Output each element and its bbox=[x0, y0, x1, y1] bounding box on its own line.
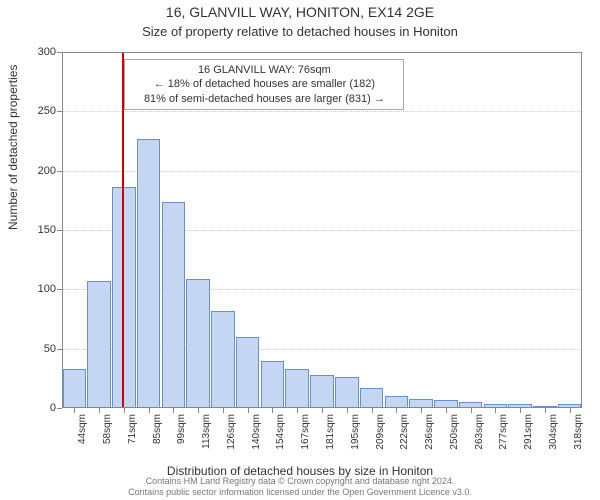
xtick-mark bbox=[223, 408, 224, 413]
xtick-mark bbox=[347, 408, 348, 413]
plot-area: 050100150200250300 44sqm58sqm71sqm85sqm9… bbox=[62, 52, 582, 408]
ytick-mark bbox=[57, 171, 62, 172]
chart-subtitle: Size of property relative to detached ho… bbox=[0, 24, 600, 39]
xtick-label: 181sqm bbox=[325, 414, 336, 450]
xtick-label: 291sqm bbox=[523, 414, 534, 450]
xtick-label: 318sqm bbox=[573, 414, 584, 450]
annotation-line3: 81% of semi-detached houses are larger (… bbox=[131, 92, 397, 106]
xtick-mark bbox=[124, 408, 125, 413]
xtick-label: 250sqm bbox=[449, 414, 460, 450]
footer-line1-label: Contains HM Land Registry data © Crown c… bbox=[0, 476, 600, 487]
xtick-mark bbox=[495, 408, 496, 413]
ytick-label: 200 bbox=[38, 165, 56, 177]
ytick-label: 250 bbox=[38, 105, 56, 117]
ytick-mark bbox=[57, 230, 62, 231]
xtick-mark bbox=[173, 408, 174, 413]
footer-line2-label: Contains public sector information licen… bbox=[0, 487, 600, 498]
xtick-label: 209sqm bbox=[375, 414, 386, 450]
xtick-label: 85sqm bbox=[152, 414, 163, 444]
xtick-mark bbox=[322, 408, 323, 413]
ytick-mark bbox=[57, 349, 62, 350]
xtick-label: 167sqm bbox=[300, 414, 311, 450]
xtick-mark bbox=[396, 408, 397, 413]
ytick-mark bbox=[57, 408, 62, 409]
xtick-mark bbox=[372, 408, 373, 413]
xtick-mark bbox=[74, 408, 75, 413]
xtick-mark bbox=[421, 408, 422, 413]
xtick-mark bbox=[520, 408, 521, 413]
xtick-mark bbox=[198, 408, 199, 413]
xtick-label: 304sqm bbox=[548, 414, 559, 450]
ytick-label: 0 bbox=[50, 402, 56, 414]
ytick-mark bbox=[57, 52, 62, 53]
chart-title: 16, GLANVILL WAY, HONITON, EX14 2GE bbox=[0, 4, 600, 20]
xtick-mark bbox=[272, 408, 273, 413]
ytick-mark bbox=[57, 289, 62, 290]
xtick-label: 58sqm bbox=[102, 414, 113, 444]
figure-footer: Contains HM Land Registry data © Crown c… bbox=[0, 476, 600, 498]
xtick-label: 236sqm bbox=[424, 414, 435, 450]
y-axis-label: Number of detached properties bbox=[6, 65, 20, 230]
ytick-label: 100 bbox=[38, 283, 56, 295]
annotation-line1: 16 GLANVILL WAY: 76sqm bbox=[131, 63, 397, 77]
xtick-label: 44sqm bbox=[77, 414, 88, 444]
xtick-label: 263sqm bbox=[474, 414, 485, 450]
xtick-mark bbox=[297, 408, 298, 413]
xtick-label: 277sqm bbox=[498, 414, 509, 450]
xtick-mark bbox=[248, 408, 249, 413]
xtick-mark bbox=[471, 408, 472, 413]
xtick-label: 126sqm bbox=[226, 414, 237, 450]
annotation-box: 16 GLANVILL WAY: 76sqm ← 18% of detached… bbox=[124, 59, 404, 110]
xtick-label: 71sqm bbox=[127, 414, 138, 444]
ytick-label: 50 bbox=[44, 343, 56, 355]
xtick-label: 99sqm bbox=[176, 414, 187, 444]
annotation-line2: ← 18% of detached houses are smaller (18… bbox=[131, 77, 397, 91]
xtick-label: 195sqm bbox=[350, 414, 361, 450]
xtick-label: 113sqm bbox=[201, 414, 212, 449]
ytick-label: 300 bbox=[38, 46, 56, 58]
xtick-label: 140sqm bbox=[251, 414, 262, 450]
ytick-label: 150 bbox=[38, 224, 56, 236]
xtick-label: 154sqm bbox=[275, 414, 286, 450]
xtick-mark bbox=[446, 408, 447, 413]
xtick-mark bbox=[149, 408, 150, 413]
xtick-mark bbox=[570, 408, 571, 413]
xtick-mark bbox=[545, 408, 546, 413]
xtick-label: 222sqm bbox=[399, 414, 410, 450]
ytick-mark bbox=[57, 111, 62, 112]
chart-figure: 16, GLANVILL WAY, HONITON, EX14 2GE Size… bbox=[0, 0, 600, 500]
xtick-mark bbox=[99, 408, 100, 413]
